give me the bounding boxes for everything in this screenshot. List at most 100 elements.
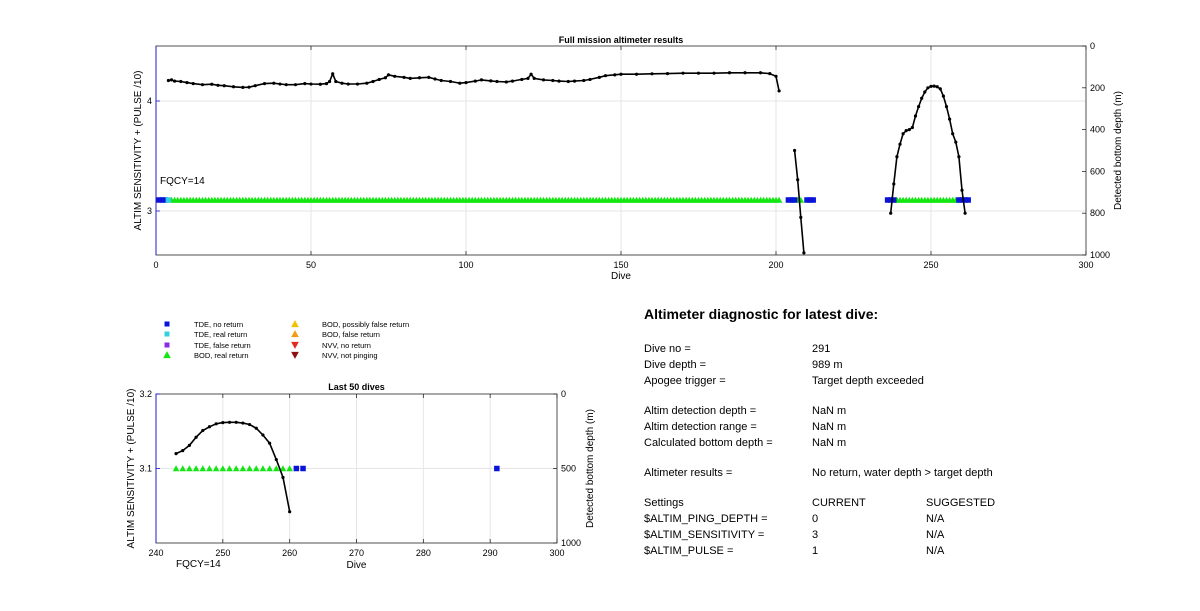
x-tick-label: 280 bbox=[416, 548, 431, 558]
tde-no-return-marker bbox=[293, 465, 300, 472]
bottom-depth-point bbox=[268, 441, 272, 445]
tde-no-return-marker bbox=[785, 197, 792, 203]
bottom-depth-point bbox=[793, 148, 797, 153]
tde-no-return-marker bbox=[956, 197, 962, 203]
bottom-depth-point bbox=[318, 82, 322, 86]
x-tick-label: 300 bbox=[1078, 260, 1093, 270]
bod-real-return-marker bbox=[206, 465, 213, 472]
bod-real-return-marker bbox=[226, 465, 233, 472]
apogee-trigger-label: Apogee trigger = bbox=[644, 375, 726, 387]
tde-no-return-marker bbox=[159, 197, 165, 203]
bottom-depth-point bbox=[520, 77, 524, 82]
bottom-depth-point bbox=[889, 211, 893, 215]
bottom-depth-point bbox=[433, 77, 437, 81]
bottom-depth-point bbox=[222, 84, 226, 88]
chart-full: 0 50 100 150 200 250 300 3 4 0 200 400 600 800 1000 Ful… bbox=[133, 35, 1124, 282]
sensitivity-current: 3 bbox=[812, 529, 819, 541]
dive-no-label: Dive no = bbox=[644, 343, 691, 355]
bottom-depth-point bbox=[191, 82, 195, 86]
bottom-depth-point bbox=[402, 75, 406, 79]
diagnostic-title: Altimeter diagnostic for latest dive: bbox=[644, 306, 879, 322]
bottom-depth-point bbox=[254, 426, 258, 430]
legend-square-marker bbox=[164, 321, 170, 327]
pulse-current: 1 bbox=[812, 545, 819, 557]
bod-real-return-marker bbox=[246, 465, 253, 472]
tde-no-return-marker bbox=[162, 197, 169, 203]
bottom-depth-point bbox=[427, 75, 431, 79]
x-tick-label: 240 bbox=[148, 548, 163, 558]
bottom-depth-point bbox=[796, 178, 800, 182]
left-axis-label: ALTIM SENSITIVITY + (PULSE /10) bbox=[126, 389, 137, 549]
dive-depth-label: Dive depth = bbox=[644, 359, 707, 371]
settings-header-row: Settings CURRENT SUGGESTED bbox=[644, 495, 1164, 511]
bottom-depth-point bbox=[293, 83, 298, 87]
bottom-depth-point bbox=[904, 129, 908, 133]
bottom-depth-point bbox=[274, 457, 278, 462]
bottom-depth-point bbox=[938, 87, 942, 91]
right-tick-label: 0 bbox=[561, 389, 566, 399]
bottom-depth-point bbox=[262, 82, 267, 86]
bottom-depth-point bbox=[371, 79, 375, 84]
calculated-bottom-value: NaN m bbox=[812, 437, 847, 449]
bottom-depth-point bbox=[898, 142, 902, 146]
dive-depth-value: 989 m bbox=[812, 359, 843, 371]
tde-no-return-marker bbox=[965, 197, 971, 203]
bottom-depth-point bbox=[948, 117, 952, 121]
bottom-depth-point bbox=[743, 71, 747, 75]
legend-triangle-up-marker bbox=[291, 330, 299, 338]
fqcy-annotation: FQCY=14 bbox=[176, 559, 221, 570]
altimeter-results-label: Altimeter results = bbox=[644, 467, 733, 479]
pulse-suggested: N/A bbox=[926, 545, 945, 557]
left-axis-label: ALTIM SENSITIVITY + (PULSE /10) bbox=[133, 71, 144, 231]
bottom-depth-point bbox=[166, 78, 170, 83]
bottom-depth-point bbox=[582, 78, 586, 83]
bottom-depth-point bbox=[278, 82, 282, 86]
bottom-depth-point bbox=[926, 86, 930, 90]
bottom-depth-point bbox=[479, 78, 484, 82]
apogee-trigger-value: Target depth exceeded bbox=[812, 375, 924, 387]
bottom-depth-point bbox=[169, 78, 174, 82]
legend-label: TDE, no return bbox=[194, 320, 243, 329]
bod-real-return-marker bbox=[775, 196, 783, 203]
tde-no-return-marker bbox=[887, 197, 894, 203]
legend-label: NVV, no return bbox=[322, 341, 371, 350]
bottom-depth-point bbox=[179, 79, 183, 84]
calculated-bottom-label: Calculated bottom depth = bbox=[644, 437, 773, 449]
bottom-depth-point bbox=[207, 425, 212, 429]
bottom-depth-point bbox=[194, 435, 198, 439]
tde-no-return-marker bbox=[891, 197, 897, 203]
bottom-depth-point bbox=[408, 76, 412, 80]
left-tick-label: 3.2 bbox=[139, 389, 152, 399]
bottom-depth-point bbox=[234, 420, 238, 424]
bottom-depth-point bbox=[510, 79, 515, 83]
plot-data bbox=[156, 71, 971, 255]
x-tick-label: 50 bbox=[306, 260, 316, 270]
tde-no-return-marker bbox=[804, 197, 810, 203]
suggested-header: SUGGESTED bbox=[926, 497, 996, 509]
bottom-depth-point bbox=[557, 79, 561, 83]
bottom-depth-point bbox=[303, 82, 307, 86]
right-tick-label: 500 bbox=[561, 464, 576, 474]
ping-depth-label: $ALTIM_PING_DEPTH = bbox=[644, 513, 768, 525]
bottom-depth-point bbox=[448, 79, 453, 84]
bod-real-return-marker bbox=[179, 465, 187, 472]
bod-real-return-marker bbox=[199, 465, 207, 472]
right-tick-label: 400 bbox=[1090, 125, 1105, 135]
bottom-depth-point bbox=[603, 74, 608, 78]
bottom-depth-point bbox=[619, 72, 623, 76]
bottom-depth-point bbox=[231, 85, 236, 89]
bottom-depth-point bbox=[802, 251, 806, 255]
detection-range-label: Altim detection range = bbox=[644, 421, 757, 433]
bod-real-return-marker bbox=[239, 465, 247, 472]
bottom-depth-point bbox=[957, 155, 961, 159]
legend-label: BOD, possibly false return bbox=[322, 320, 409, 329]
tde-no-return-marker bbox=[807, 197, 813, 203]
bod-real-return-marker bbox=[186, 465, 193, 472]
bottom-depth-point bbox=[340, 81, 344, 85]
bottom-depth-point bbox=[386, 73, 391, 77]
detection-depth-row: Altim detection depth = NaN m bbox=[644, 403, 1164, 419]
ping-depth-row: $ALTIM_PING_DEPTH = 0 N/A bbox=[644, 511, 1164, 527]
bottom-depth-point bbox=[458, 81, 462, 85]
bottom-depth-point bbox=[774, 74, 778, 78]
bottom-depth-point bbox=[963, 211, 967, 215]
